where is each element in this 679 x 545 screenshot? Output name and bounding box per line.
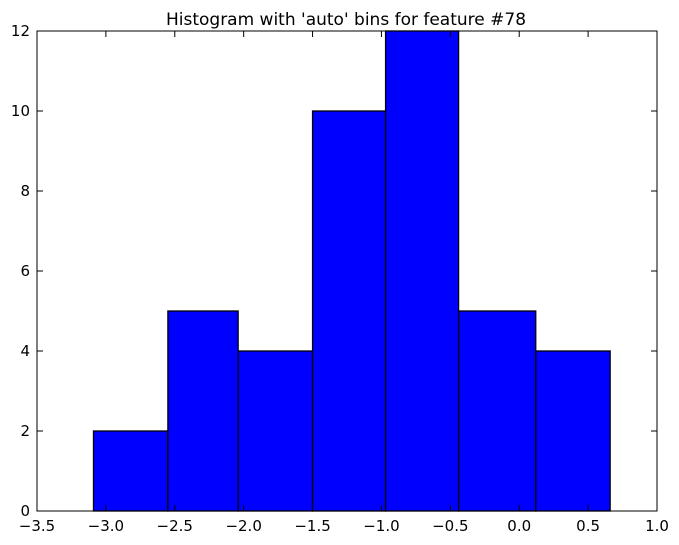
x-tick-label: −2.5 (157, 517, 193, 535)
histogram-bar (384, 30, 460, 512)
x-tick-label: −3.5 (19, 517, 55, 535)
y-tick-label: 8 (20, 182, 30, 200)
histogram-bar (311, 110, 387, 512)
y-tick-label: 4 (20, 342, 30, 360)
x-tick-label: −1.0 (363, 517, 399, 535)
x-tick-label: 1.0 (645, 517, 669, 535)
y-tick-label: 12 (11, 22, 30, 40)
chart-title: Histogram with 'auto' bins for feature #… (166, 10, 526, 30)
axis-ticks: −3.5 −3.0 −2.5 −2.0 −1.5 −1.0 −0.5 0.0 0.5 1.0 0 2 4… (11, 22, 669, 535)
y-tick-label: 0 (20, 502, 30, 520)
histogram-bar (457, 310, 537, 512)
x-tick-label: 0.5 (576, 517, 600, 535)
y-tick-label: 2 (20, 422, 30, 440)
histogram-bar (92, 430, 169, 512)
y-tick-label: 10 (11, 102, 30, 120)
x-tick-label: −1.5 (294, 517, 330, 535)
x-tick-label: −0.5 (432, 517, 468, 535)
x-tick-label: −3.0 (88, 517, 124, 535)
x-tick-label: −2.0 (225, 517, 261, 535)
x-tick-label: 0.0 (507, 517, 531, 535)
histogram-bar (167, 310, 239, 512)
histogram-bar (535, 350, 611, 512)
histogram-bar (237, 350, 314, 512)
y-tick-label: 6 (20, 262, 30, 280)
histogram-bars (92, 30, 611, 512)
